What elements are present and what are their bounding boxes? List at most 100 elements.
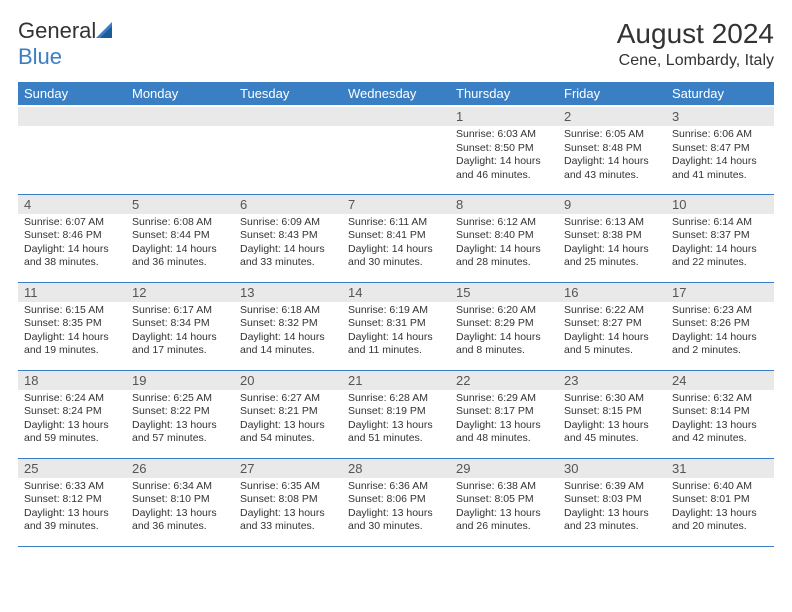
day-number-empty: [234, 107, 342, 126]
calendar-cell: [234, 106, 342, 194]
logo-text-1: General: [18, 18, 96, 43]
day-number: 26: [126, 459, 234, 478]
day-details: Sunrise: 6:17 AMSunset: 8:34 PMDaylight:…: [126, 302, 234, 363]
calendar-cell: 10Sunrise: 6:14 AMSunset: 8:37 PMDayligh…: [666, 194, 774, 282]
calendar-cell: 4Sunrise: 6:07 AMSunset: 8:46 PMDaylight…: [18, 194, 126, 282]
day-number: 30: [558, 459, 666, 478]
day-details: Sunrise: 6:22 AMSunset: 8:27 PMDaylight:…: [558, 302, 666, 363]
day-details: Sunrise: 6:40 AMSunset: 8:01 PMDaylight:…: [666, 478, 774, 539]
logo-text: General Blue: [18, 18, 116, 70]
weekday-header: Tuesday: [234, 82, 342, 106]
calendar-cell: 3Sunrise: 6:06 AMSunset: 8:47 PMDaylight…: [666, 106, 774, 194]
calendar-cell: 5Sunrise: 6:08 AMSunset: 8:44 PMDaylight…: [126, 194, 234, 282]
calendar-cell: [18, 106, 126, 194]
calendar-cell: 28Sunrise: 6:36 AMSunset: 8:06 PMDayligh…: [342, 458, 450, 546]
calendar-cell: 20Sunrise: 6:27 AMSunset: 8:21 PMDayligh…: [234, 370, 342, 458]
weekday-header: Wednesday: [342, 82, 450, 106]
day-details: Sunrise: 6:18 AMSunset: 8:32 PMDaylight:…: [234, 302, 342, 363]
calendar-week-row: 1Sunrise: 6:03 AMSunset: 8:50 PMDaylight…: [18, 106, 774, 194]
day-number: 2: [558, 107, 666, 126]
day-details: Sunrise: 6:32 AMSunset: 8:14 PMDaylight:…: [666, 390, 774, 451]
month-title: August 2024: [617, 18, 774, 50]
day-number: 8: [450, 195, 558, 214]
day-details: Sunrise: 6:25 AMSunset: 8:22 PMDaylight:…: [126, 390, 234, 451]
calendar-week-row: 4Sunrise: 6:07 AMSunset: 8:46 PMDaylight…: [18, 194, 774, 282]
calendar-week-row: 18Sunrise: 6:24 AMSunset: 8:24 PMDayligh…: [18, 370, 774, 458]
day-number-empty: [18, 107, 126, 126]
calendar-table: SundayMondayTuesdayWednesdayThursdayFrid…: [18, 82, 774, 547]
day-number: 24: [666, 371, 774, 390]
day-details: Sunrise: 6:20 AMSunset: 8:29 PMDaylight:…: [450, 302, 558, 363]
calendar-cell: 12Sunrise: 6:17 AMSunset: 8:34 PMDayligh…: [126, 282, 234, 370]
day-number: 13: [234, 283, 342, 302]
calendar-cell: 13Sunrise: 6:18 AMSunset: 8:32 PMDayligh…: [234, 282, 342, 370]
weekday-header: Thursday: [450, 82, 558, 106]
day-details: Sunrise: 6:29 AMSunset: 8:17 PMDaylight:…: [450, 390, 558, 451]
day-number-empty: [342, 107, 450, 126]
day-details: Sunrise: 6:23 AMSunset: 8:26 PMDaylight:…: [666, 302, 774, 363]
calendar-cell: 22Sunrise: 6:29 AMSunset: 8:17 PMDayligh…: [450, 370, 558, 458]
day-details: Sunrise: 6:07 AMSunset: 8:46 PMDaylight:…: [18, 214, 126, 275]
logo: General Blue: [18, 18, 116, 70]
day-number: 1: [450, 107, 558, 126]
calendar-body: 1Sunrise: 6:03 AMSunset: 8:50 PMDaylight…: [18, 106, 774, 546]
calendar-week-row: 11Sunrise: 6:15 AMSunset: 8:35 PMDayligh…: [18, 282, 774, 370]
day-details: Sunrise: 6:12 AMSunset: 8:40 PMDaylight:…: [450, 214, 558, 275]
calendar-cell: 9Sunrise: 6:13 AMSunset: 8:38 PMDaylight…: [558, 194, 666, 282]
calendar-cell: 2Sunrise: 6:05 AMSunset: 8:48 PMDaylight…: [558, 106, 666, 194]
weekday-header: Sunday: [18, 82, 126, 106]
day-number: 11: [18, 283, 126, 302]
weekday-header: Friday: [558, 82, 666, 106]
day-number: 19: [126, 371, 234, 390]
calendar-cell: 8Sunrise: 6:12 AMSunset: 8:40 PMDaylight…: [450, 194, 558, 282]
day-number: 12: [126, 283, 234, 302]
day-number: 16: [558, 283, 666, 302]
day-number: 29: [450, 459, 558, 478]
day-number: 14: [342, 283, 450, 302]
day-details: Sunrise: 6:38 AMSunset: 8:05 PMDaylight:…: [450, 478, 558, 539]
title-block: August 2024 Cene, Lombardy, Italy: [617, 18, 774, 70]
day-number-empty: [126, 107, 234, 126]
day-details: Sunrise: 6:13 AMSunset: 8:38 PMDaylight:…: [558, 214, 666, 275]
calendar-cell: 19Sunrise: 6:25 AMSunset: 8:22 PMDayligh…: [126, 370, 234, 458]
day-number: 3: [666, 107, 774, 126]
day-number: 7: [342, 195, 450, 214]
calendar-cell: 23Sunrise: 6:30 AMSunset: 8:15 PMDayligh…: [558, 370, 666, 458]
day-details: Sunrise: 6:35 AMSunset: 8:08 PMDaylight:…: [234, 478, 342, 539]
day-details: Sunrise: 6:05 AMSunset: 8:48 PMDaylight:…: [558, 126, 666, 187]
day-details: Sunrise: 6:14 AMSunset: 8:37 PMDaylight:…: [666, 214, 774, 275]
day-number: 9: [558, 195, 666, 214]
day-details: Sunrise: 6:24 AMSunset: 8:24 PMDaylight:…: [18, 390, 126, 451]
weekday-header: Saturday: [666, 82, 774, 106]
calendar-cell: [126, 106, 234, 194]
day-number: 6: [234, 195, 342, 214]
logo-text-2: Blue: [18, 44, 62, 69]
calendar-cell: 31Sunrise: 6:40 AMSunset: 8:01 PMDayligh…: [666, 458, 774, 546]
day-details: Sunrise: 6:08 AMSunset: 8:44 PMDaylight:…: [126, 214, 234, 275]
day-number: 27: [234, 459, 342, 478]
day-details: Sunrise: 6:19 AMSunset: 8:31 PMDaylight:…: [342, 302, 450, 363]
calendar-cell: 27Sunrise: 6:35 AMSunset: 8:08 PMDayligh…: [234, 458, 342, 546]
day-number: 17: [666, 283, 774, 302]
calendar-cell: 30Sunrise: 6:39 AMSunset: 8:03 PMDayligh…: [558, 458, 666, 546]
day-number: 23: [558, 371, 666, 390]
day-number: 31: [666, 459, 774, 478]
day-number: 15: [450, 283, 558, 302]
logo-sail-icon: [96, 18, 116, 44]
location: Cene, Lombardy, Italy: [617, 52, 774, 70]
day-number: 4: [18, 195, 126, 214]
calendar-cell: 15Sunrise: 6:20 AMSunset: 8:29 PMDayligh…: [450, 282, 558, 370]
calendar-cell: [342, 106, 450, 194]
calendar-cell: 1Sunrise: 6:03 AMSunset: 8:50 PMDaylight…: [450, 106, 558, 194]
day-details: Sunrise: 6:28 AMSunset: 8:19 PMDaylight:…: [342, 390, 450, 451]
calendar-cell: 14Sunrise: 6:19 AMSunset: 8:31 PMDayligh…: [342, 282, 450, 370]
day-details: Sunrise: 6:30 AMSunset: 8:15 PMDaylight:…: [558, 390, 666, 451]
calendar-cell: 29Sunrise: 6:38 AMSunset: 8:05 PMDayligh…: [450, 458, 558, 546]
calendar-cell: 17Sunrise: 6:23 AMSunset: 8:26 PMDayligh…: [666, 282, 774, 370]
calendar-header-row: SundayMondayTuesdayWednesdayThursdayFrid…: [18, 82, 774, 106]
calendar-cell: 25Sunrise: 6:33 AMSunset: 8:12 PMDayligh…: [18, 458, 126, 546]
day-details: Sunrise: 6:34 AMSunset: 8:10 PMDaylight:…: [126, 478, 234, 539]
calendar-cell: 18Sunrise: 6:24 AMSunset: 8:24 PMDayligh…: [18, 370, 126, 458]
day-details: Sunrise: 6:09 AMSunset: 8:43 PMDaylight:…: [234, 214, 342, 275]
calendar-cell: 11Sunrise: 6:15 AMSunset: 8:35 PMDayligh…: [18, 282, 126, 370]
